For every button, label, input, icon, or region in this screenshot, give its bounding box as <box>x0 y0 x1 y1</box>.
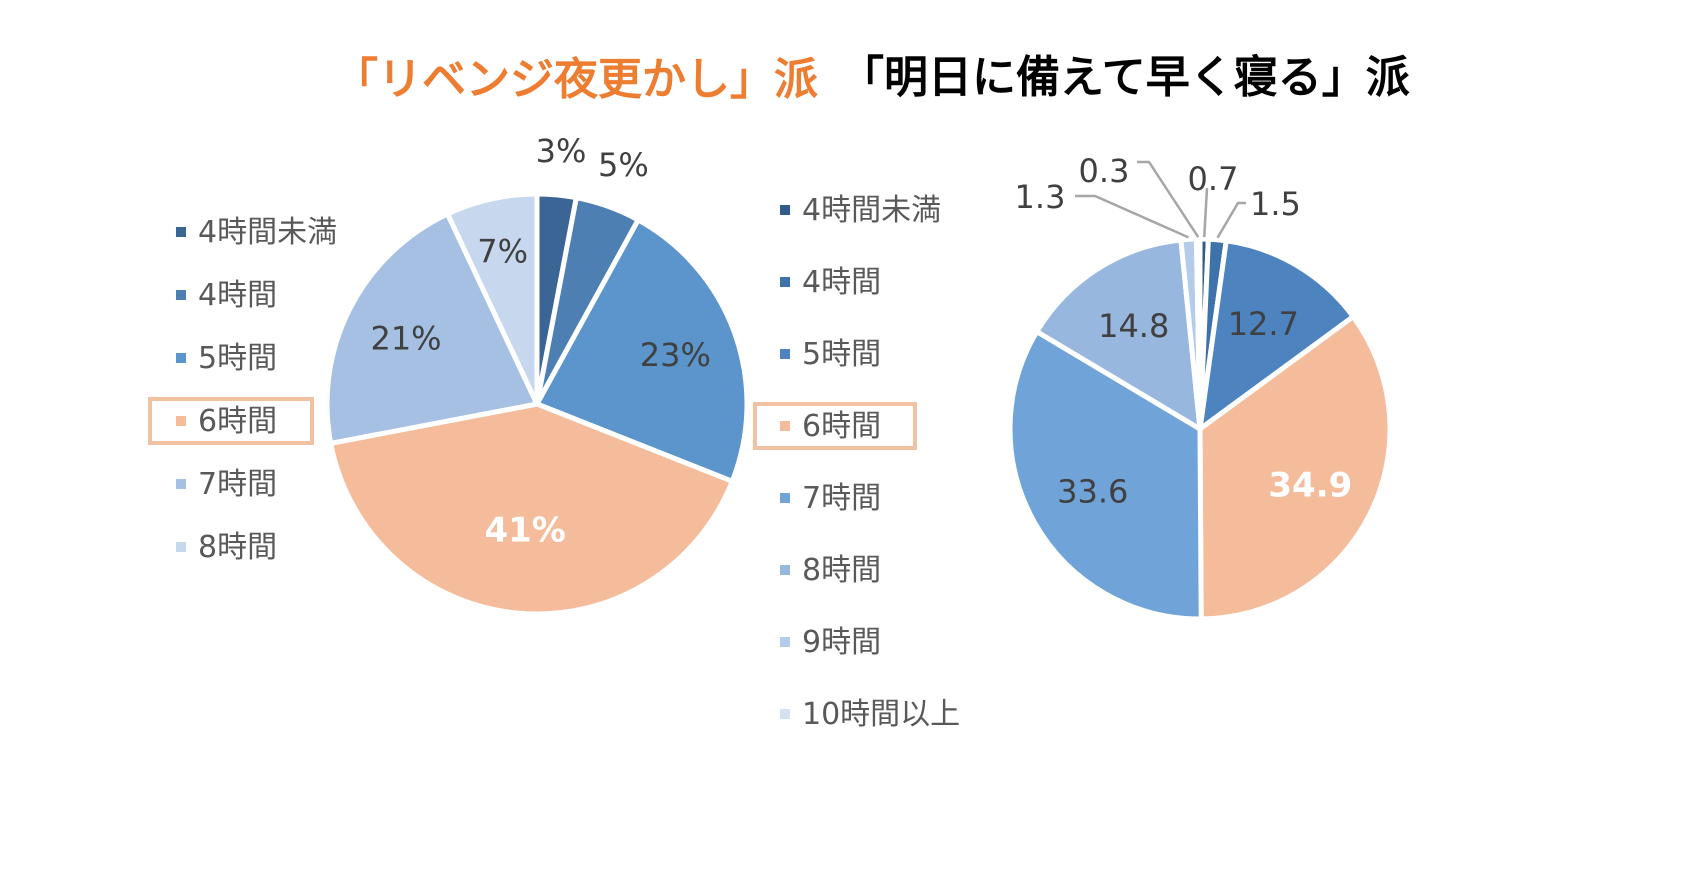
legend-label: 6時間 <box>198 404 277 439</box>
legend-swatch <box>780 277 790 287</box>
legend-label: 5時間 <box>198 341 277 376</box>
legend-swatch <box>176 479 186 489</box>
legend-label: 7時間 <box>802 481 881 516</box>
pie-slice-6時間 <box>1197 314 1393 622</box>
legend-label: 8時間 <box>198 530 277 565</box>
data-label: 1.3 <box>1015 178 1066 216</box>
legend-swatch <box>176 353 186 363</box>
legend-label: 10時間以上 <box>802 697 960 732</box>
legend-label: 5時間 <box>802 337 881 372</box>
pie-slice-7時間 <box>324 211 540 446</box>
legend-label: 7時間 <box>198 467 277 502</box>
leader-line <box>1075 194 1190 239</box>
legend-left: 4時間未満 4時間 5時間 6時間 7時間 8時間 <box>148 215 337 565</box>
data-labels-left: 3% 5% 23% 41% 21% 7% <box>370 132 710 550</box>
legend-swatch <box>780 205 790 215</box>
legend-label: 9時間 <box>802 625 881 660</box>
legend-highlight-box <box>753 402 917 450</box>
pie-slice-8時間 <box>445 191 540 407</box>
leader-line <box>1137 160 1200 238</box>
data-label: 3% <box>536 132 587 170</box>
legend-label: 4時間 <box>198 278 277 313</box>
legend-swatch <box>780 493 790 503</box>
legend-right: 4時間未満 4時間 5時間 6時間 7時間 8時間 9時間 10時間以上 <box>753 193 960 732</box>
leader-line <box>1202 187 1209 238</box>
chart-title-right: 「明日に備えて早く寝る」派 <box>840 52 1410 103</box>
pie-slice-6時間 <box>328 401 735 617</box>
data-label: 21% <box>370 319 441 357</box>
legend-label: 4時間 <box>802 265 881 300</box>
data-label: 41% <box>484 510 565 550</box>
pie-slice-10時間以上 <box>1193 236 1203 432</box>
pie-right <box>1007 236 1393 622</box>
pie-slice-8時間 <box>1034 237 1203 432</box>
legend-swatch <box>780 565 790 575</box>
data-label: 7% <box>477 232 528 270</box>
legend-swatch <box>176 416 186 426</box>
data-label: 33.6 <box>1057 472 1128 510</box>
data-label: 0.3 <box>1079 152 1130 190</box>
legend-swatch <box>176 542 186 552</box>
data-label: 23% <box>640 336 711 374</box>
data-labels-right: 12.7 34.9 33.6 14.8 1.5 0.7 0.3 1.3 <box>1015 152 1353 510</box>
data-label: 12.7 <box>1228 305 1299 343</box>
legend-swatch <box>176 227 186 237</box>
legend-label: 8時間 <box>802 553 881 588</box>
data-label: 14.8 <box>1098 307 1169 345</box>
pie-slice-5時間 <box>534 217 750 484</box>
data-label: 34.9 <box>1268 465 1352 505</box>
legend-highlight-box <box>148 397 314 445</box>
chart-title-left: 「リベンジ夜更かし」派 <box>334 54 818 105</box>
legend-label: 4時間未満 <box>802 193 941 228</box>
legend-swatch <box>780 421 790 431</box>
legend-label: 6時間 <box>802 409 881 444</box>
leader-line <box>1216 201 1246 239</box>
legend-swatch <box>176 290 186 300</box>
legend-swatch <box>780 349 790 359</box>
legend-swatch <box>780 637 790 647</box>
data-label: 5% <box>598 146 649 184</box>
pie-left <box>324 191 750 617</box>
legend-swatch <box>780 709 790 719</box>
legend-label: 4時間未満 <box>198 215 337 250</box>
data-label: 0.7 <box>1188 160 1239 198</box>
pie-slice-5時間 <box>1197 238 1356 432</box>
data-label: 1.5 <box>1250 185 1301 223</box>
